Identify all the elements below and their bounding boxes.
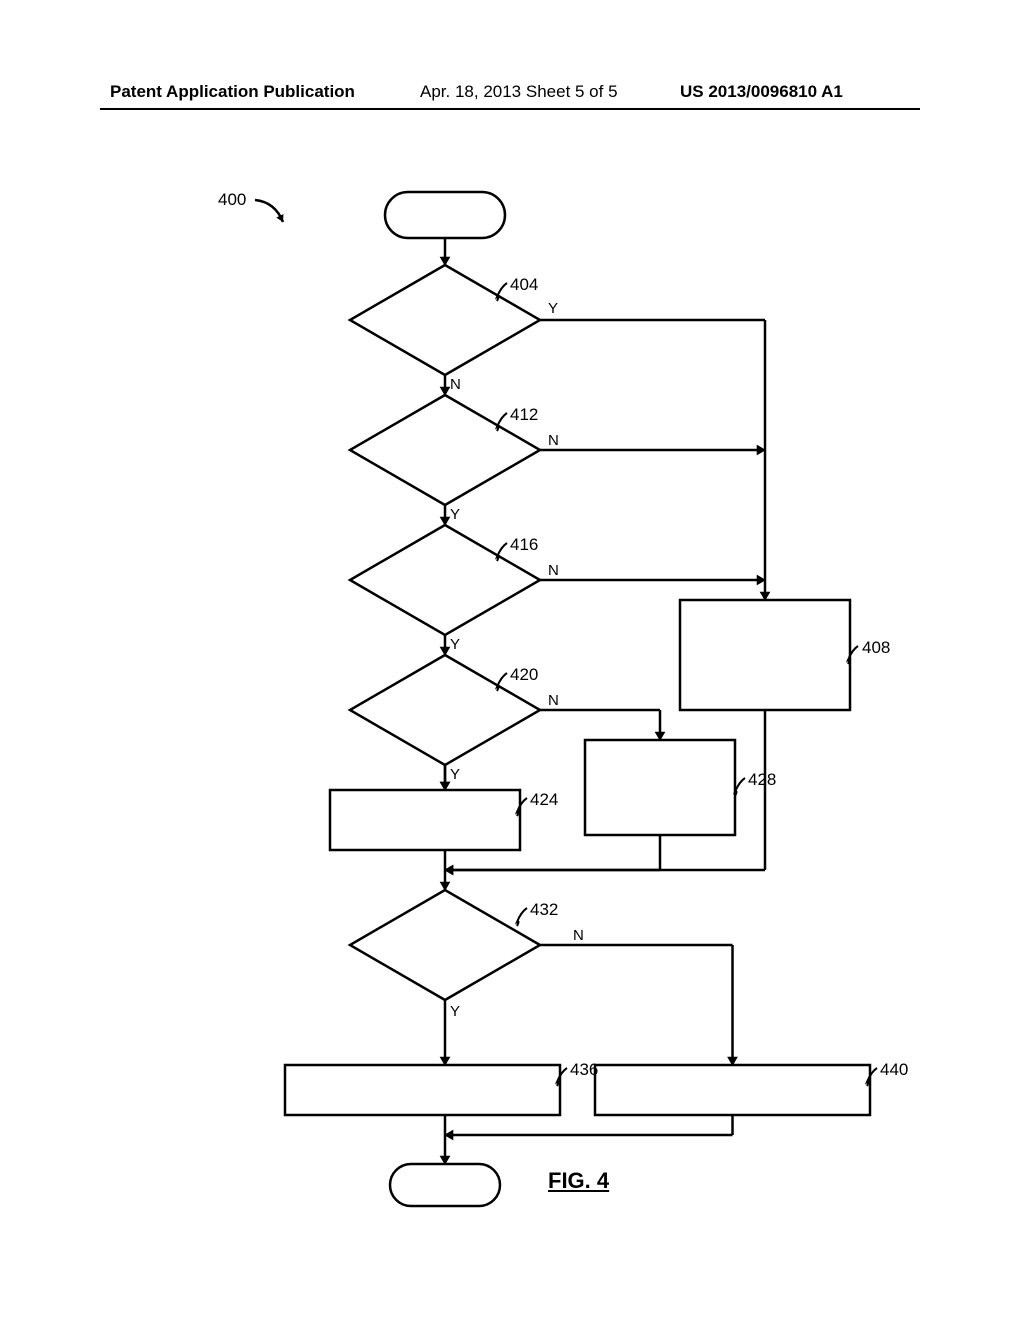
ref-416: 416 — [510, 535, 538, 555]
label-432-N: N — [573, 927, 584, 944]
ref-440: 440 — [880, 1060, 908, 1080]
page: Patent Application Publication Apr. 18, … — [0, 0, 1024, 1320]
ref-424: 424 — [530, 790, 558, 810]
ref-408: 408 — [862, 638, 890, 658]
label-420-N: N — [548, 692, 559, 709]
label-404-N: N — [450, 376, 461, 393]
label-416-N: N — [548, 562, 559, 579]
label-416-Y: Y — [450, 636, 460, 653]
ref-428: 428 — [748, 770, 776, 790]
label-412-N: N — [548, 432, 559, 449]
ref-432: 432 — [530, 900, 558, 920]
label-420-Y: Y — [450, 766, 460, 783]
ref-436: 436 — [570, 1060, 598, 1080]
label-432-Y: Y — [450, 1003, 460, 1020]
figure-label: FIG. 4 — [548, 1168, 609, 1194]
ref-420: 420 — [510, 665, 538, 685]
ref-404: 404 — [510, 275, 538, 295]
flowchart-svg — [0, 0, 1024, 1320]
ref-412: 412 — [510, 405, 538, 425]
label-412-Y: Y — [450, 506, 460, 523]
ref-400: 400 — [218, 190, 246, 210]
label-404-Y: Y — [548, 300, 558, 317]
